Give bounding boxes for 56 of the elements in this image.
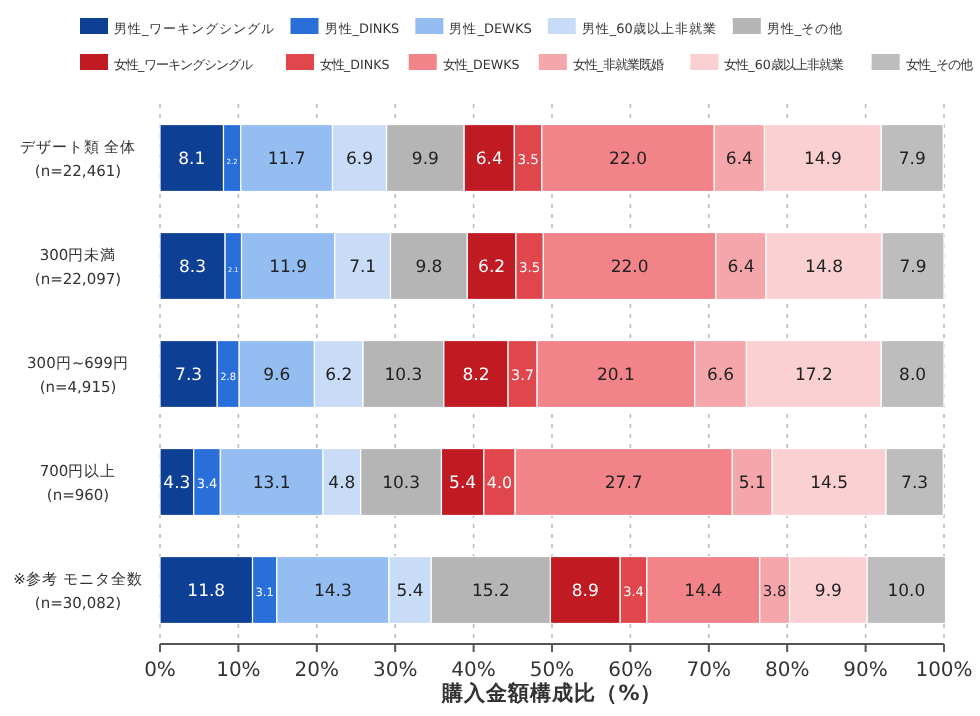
data-label: 10.3 — [384, 366, 423, 386]
data-label: 9.9 — [814, 582, 842, 602]
data-label: 27.7 — [604, 474, 643, 494]
data-label: 14.8 — [805, 258, 843, 278]
data-label: 6.2 — [325, 366, 353, 386]
data-label: 14.3 — [313, 582, 352, 602]
data-label: 15.2 — [471, 582, 510, 602]
data-label: 5.4 — [449, 474, 477, 494]
data-label: 10.0 — [887, 582, 926, 602]
data-label: 14.5 — [810, 474, 849, 494]
x-tick-label: 40% — [451, 660, 496, 682]
data-label: 7.9 — [899, 258, 927, 278]
data-label: 4.8 — [328, 474, 356, 494]
data-label: 6.6 — [707, 366, 735, 386]
x-tick-label: 80% — [764, 660, 810, 682]
data-label: 6.4 — [727, 258, 755, 278]
data-label: 14.9 — [803, 150, 842, 170]
x-tick-label: 20% — [294, 660, 340, 682]
x-tick-label: 70% — [686, 660, 732, 682]
data-label: 22.0 — [609, 150, 647, 170]
data-label: 7.1 — [349, 258, 377, 278]
data-label: 20.1 — [596, 366, 635, 386]
data-label: 14.4 — [684, 582, 723, 602]
data-label: 4.3 — [163, 474, 191, 494]
data-label: 10.3 — [382, 474, 421, 494]
x-tick-label: 100% — [915, 660, 973, 682]
data-label: 11.7 — [267, 150, 306, 170]
x-tick-label: 0% — [144, 660, 176, 682]
data-label: 6.4 — [475, 150, 503, 170]
data-label: 5.4 — [396, 582, 424, 602]
x-tick-label: 50% — [529, 660, 575, 682]
data-label: 8.3 — [179, 258, 207, 278]
data-label: 6.2 — [478, 258, 506, 278]
x-tick-label: 10% — [216, 660, 261, 682]
data-label: 7.3 — [175, 366, 203, 386]
data-label: 11.8 — [187, 582, 226, 602]
data-label: 5.1 — [738, 474, 766, 494]
data-label: 8.2 — [462, 366, 490, 386]
x-axis-title: 購入金額構成比（%） — [440, 680, 662, 706]
data-label: 7.3 — [901, 474, 929, 494]
data-label: 9.8 — [415, 258, 443, 278]
data-label: 11.9 — [269, 258, 308, 278]
data-label: 8.1 — [178, 150, 206, 170]
x-tick-label: 90% — [843, 660, 888, 682]
data-label: 8.0 — [899, 366, 927, 386]
x-tick-label: 30% — [372, 660, 418, 682]
data-label: 7.9 — [898, 150, 926, 170]
data-label: 22.0 — [610, 258, 649, 278]
data-label: 6.4 — [725, 150, 753, 170]
data-label: 9.9 — [411, 150, 439, 170]
x-tick-label: 60% — [608, 660, 653, 682]
data-label: 17.2 — [794, 366, 833, 386]
data-label: 9.6 — [263, 366, 291, 386]
data-label: 13.1 — [252, 474, 291, 494]
data-label: 6.9 — [346, 150, 374, 170]
data-label: 8.9 — [571, 582, 599, 602]
